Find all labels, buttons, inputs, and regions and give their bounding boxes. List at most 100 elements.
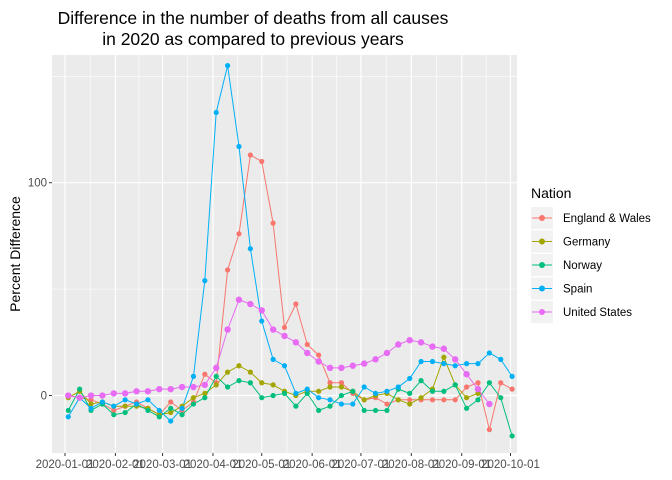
series-line	[68, 154, 513, 430]
data-point	[281, 363, 288, 369]
data-point	[88, 401, 94, 407]
data-point	[202, 395, 208, 401]
data-point	[395, 341, 402, 348]
data-point	[236, 143, 242, 150]
legend-key-point	[539, 215, 545, 221]
data-point	[440, 345, 448, 352]
data-point	[327, 403, 333, 409]
data-point	[121, 390, 129, 397]
data-point	[122, 397, 128, 403]
data-point	[509, 386, 515, 392]
data-point	[429, 358, 436, 365]
data-point	[441, 361, 447, 367]
data-point	[463, 395, 470, 401]
data-point	[258, 307, 265, 314]
data-point	[338, 384, 345, 390]
data-point	[190, 395, 197, 401]
data-point	[292, 339, 300, 346]
data-point	[452, 397, 458, 403]
data-point	[156, 414, 162, 420]
data-point	[144, 388, 152, 395]
data-point	[372, 407, 379, 414]
series-points	[65, 63, 515, 439]
data-point	[133, 401, 140, 407]
data-point	[498, 395, 504, 401]
x-tick-label: 2020-04-01	[184, 459, 243, 471]
data-point	[338, 392, 345, 399]
data-point	[509, 373, 515, 379]
data-point	[429, 388, 436, 394]
data-point	[338, 401, 345, 407]
gridlines	[52, 55, 517, 453]
data-point	[65, 392, 72, 399]
data-point	[407, 397, 413, 403]
data-point	[293, 390, 299, 397]
data-point	[111, 403, 117, 409]
legend-key-point	[539, 309, 545, 315]
data-point	[65, 407, 71, 414]
data-point	[224, 267, 231, 273]
data-point	[133, 388, 140, 395]
data-point	[145, 397, 151, 403]
y-axis-title: Percent Difference	[7, 196, 23, 312]
plot-panel	[52, 55, 517, 453]
data-point	[179, 405, 185, 411]
data-point	[475, 397, 481, 403]
data-point	[168, 409, 174, 416]
data-point	[224, 369, 231, 375]
data-point	[167, 385, 174, 393]
legend-label: United States	[563, 307, 632, 319]
data-point	[213, 382, 219, 388]
data-point	[463, 371, 470, 378]
data-point	[259, 380, 265, 386]
data-point	[304, 390, 310, 397]
data-point	[452, 363, 458, 369]
data-point	[316, 407, 322, 414]
data-point	[475, 361, 481, 367]
x-tick-label: 2020-01-01	[36, 459, 95, 471]
data-point	[418, 378, 424, 384]
data-point	[122, 409, 128, 416]
data-point	[463, 405, 470, 411]
data-point	[270, 392, 276, 399]
x-tick-label: 2020-10-01	[481, 459, 540, 471]
data-point	[293, 403, 299, 409]
data-point	[475, 380, 481, 386]
data-point	[327, 384, 333, 390]
data-point	[281, 390, 288, 397]
data-point	[293, 301, 299, 307]
data-point	[350, 401, 356, 407]
data-point	[88, 397, 94, 403]
data-point	[361, 384, 367, 390]
y-tick-label: 0	[41, 391, 47, 403]
data-point	[111, 412, 117, 418]
data-point	[384, 388, 390, 394]
data-point	[145, 407, 151, 414]
data-point	[452, 356, 459, 363]
axes: 01002020-01-012020-02-012020-03-012020-0…	[28, 178, 540, 471]
data-point	[168, 399, 174, 405]
data-point	[168, 418, 174, 424]
data-point	[259, 318, 265, 324]
data-point	[486, 380, 492, 386]
data-point	[179, 412, 185, 418]
x-tick-label: 2020-09-01	[432, 459, 491, 471]
data-point	[236, 363, 242, 369]
legend-label: England & Wales	[563, 213, 651, 225]
data-point	[349, 362, 356, 369]
data-point	[202, 278, 208, 284]
legend-key-point	[539, 285, 545, 292]
data-point	[350, 388, 356, 394]
data-point	[213, 373, 219, 379]
data-point	[259, 158, 265, 165]
data-point	[156, 407, 162, 414]
legend-label: Germany	[563, 237, 611, 249]
chart-title: Difference in the number of deaths from …	[58, 8, 449, 49]
data-point	[190, 401, 197, 407]
data-point	[178, 383, 186, 391]
data-point	[190, 373, 197, 379]
data-point	[383, 349, 391, 357]
data-point	[361, 397, 367, 403]
legend-label: Norway	[563, 260, 602, 272]
